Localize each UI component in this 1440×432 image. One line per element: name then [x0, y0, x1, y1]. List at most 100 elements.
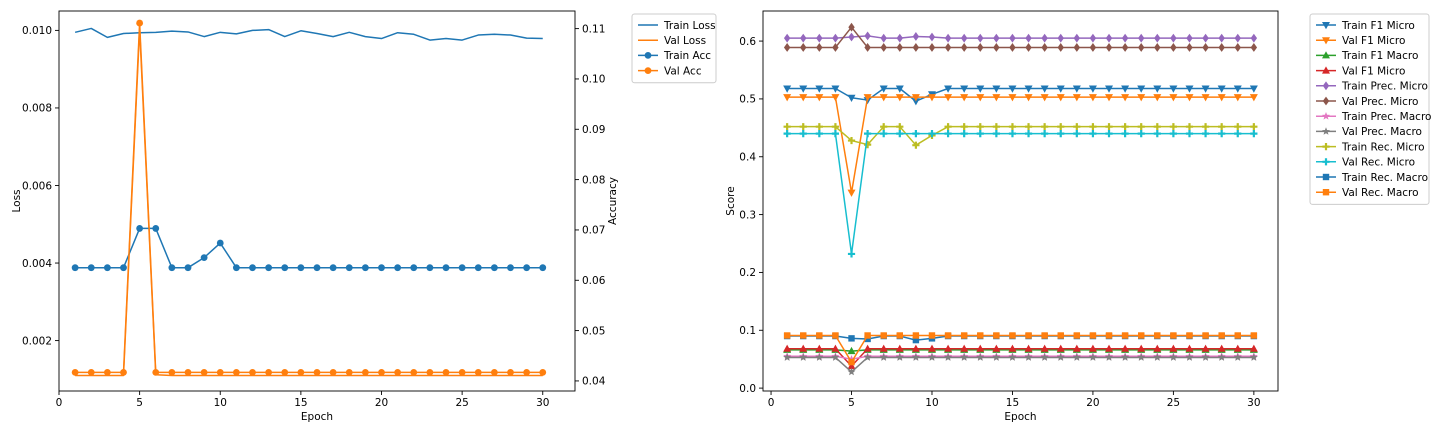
data-point — [1105, 85, 1114, 93]
data-point — [507, 368, 514, 376]
data-point — [816, 332, 823, 339]
legend-item-train-acc: Train Acc — [638, 50, 711, 62]
y-tick-label: 0.1 — [739, 325, 756, 337]
data-point — [879, 353, 888, 361]
data-point — [1105, 94, 1114, 102]
data-point — [361, 264, 369, 272]
data-point — [1056, 344, 1065, 352]
data-point — [1024, 123, 1033, 131]
data-point — [816, 33, 823, 43]
data-point — [249, 264, 256, 272]
series-val-rec-macro — [783, 332, 1258, 366]
data-point — [1234, 332, 1241, 339]
data-point — [944, 94, 953, 102]
data-point — [815, 94, 824, 102]
data-point — [523, 264, 531, 272]
data-point — [152, 368, 160, 376]
data-point — [1169, 344, 1178, 352]
data-point — [1153, 130, 1161, 138]
data-point — [944, 353, 953, 361]
data-point — [216, 368, 224, 376]
loss-accuracy-chart: 0 5 10 15 20 25 300.0020.0040.0060.0080.0100.0… — [11, 10, 619, 423]
data-point — [1121, 353, 1130, 361]
data-point — [1121, 85, 1130, 93]
plot-area — [59, 11, 575, 391]
data-point — [1137, 123, 1145, 131]
data-point — [896, 43, 903, 52]
legend-item-train-f1-micro: Train F1 Micro — [1316, 20, 1415, 32]
data-point — [960, 123, 968, 131]
legend-marker — [1322, 81, 1330, 91]
series-val-rec-micro — [783, 130, 1258, 258]
data-point — [783, 33, 791, 43]
data-point — [1186, 33, 1193, 43]
data-point — [1024, 353, 1033, 361]
legend-item-val-rec-micro: Val Rec. Micro — [1316, 157, 1415, 169]
data-point — [1169, 94, 1178, 102]
data-point — [1025, 43, 1032, 52]
data-point — [490, 264, 498, 272]
data-point — [1072, 353, 1081, 361]
data-point — [976, 85, 985, 93]
series-train-loss — [74, 27, 543, 41]
data-point — [1105, 43, 1113, 52]
y-tick-label: 0.008 — [22, 103, 52, 115]
x-axis: 0 5 10 15 20 25 30 — [56, 391, 549, 409]
data-point — [1202, 332, 1209, 339]
data-point — [944, 344, 953, 352]
legend-item-val-rec-macro: Val Rec. Macro — [1316, 187, 1419, 199]
series-val-prec-micro — [783, 22, 1258, 52]
data-point — [1073, 332, 1081, 339]
data-point — [1250, 130, 1258, 138]
y-axis-label: Loss — [11, 189, 23, 212]
data-point — [993, 33, 1000, 43]
y-tick-label: 0.006 — [22, 180, 52, 192]
data-point — [200, 254, 208, 262]
data-point — [1137, 94, 1146, 102]
data-point — [847, 250, 856, 258]
data-point — [1088, 94, 1097, 102]
data-point — [799, 130, 807, 138]
data-point — [458, 264, 466, 272]
data-point — [1072, 85, 1081, 93]
data-point — [1201, 123, 1210, 131]
x-tick-label: 10 — [214, 397, 227, 409]
data-point — [1008, 94, 1017, 102]
y2-tick-label: 0.10 — [582, 74, 605, 86]
data-point — [847, 136, 856, 145]
data-point — [976, 130, 984, 138]
data-point — [879, 94, 888, 102]
plot-frame — [58, 10, 576, 392]
series-val-f1-micro — [783, 94, 1258, 197]
data-point — [799, 85, 808, 93]
data-point — [848, 358, 855, 366]
data-point — [168, 264, 176, 272]
data-point — [1186, 332, 1193, 339]
data-point — [394, 264, 402, 272]
data-point — [1137, 85, 1146, 93]
data-point — [944, 43, 952, 52]
data-point — [265, 368, 273, 376]
data-point — [992, 94, 1001, 102]
data-point — [895, 344, 904, 352]
data-point — [847, 361, 856, 370]
legend-label: Val Prec. Micro — [1342, 96, 1418, 108]
data-point — [232, 368, 240, 376]
data-point — [847, 367, 856, 376]
data-point — [864, 31, 871, 41]
data-point — [1009, 33, 1016, 43]
data-point — [927, 353, 936, 361]
data-point — [992, 353, 1001, 361]
data-point — [1202, 43, 1209, 52]
data-point — [960, 353, 969, 361]
legend-label: Val Loss — [664, 35, 706, 47]
data-point — [896, 33, 903, 43]
data-point — [880, 332, 887, 339]
data-point — [1072, 94, 1081, 102]
data-point — [1057, 43, 1064, 52]
data-point — [895, 85, 904, 93]
data-point — [815, 123, 823, 131]
legend-marker — [1322, 143, 1330, 151]
series-train-f1-micro — [783, 85, 1258, 106]
